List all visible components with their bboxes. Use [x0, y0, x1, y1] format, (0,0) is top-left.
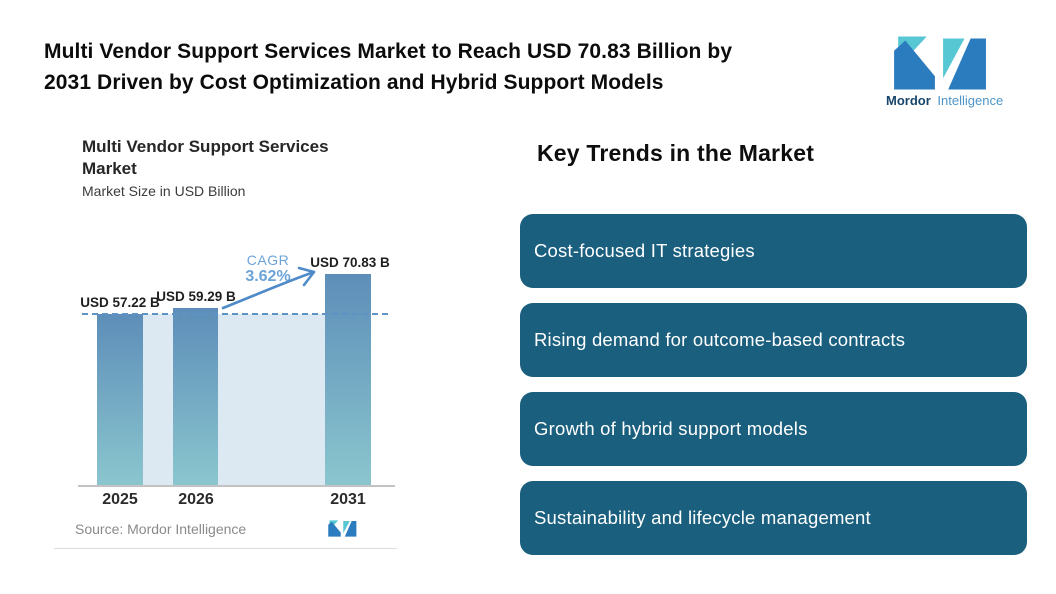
page-title-line1: Multi Vendor Support Services Market to …: [44, 40, 733, 63]
mordor-intelligence-logo: Mordor Intelligence: [886, 36, 1003, 108]
chart-title-line2: Market: [82, 159, 137, 178]
value-label-2031: USD 70.83 B: [310, 254, 390, 270]
bar-2026: [173, 308, 218, 486]
x-axis-line: [78, 485, 395, 487]
cagr-annotation: CAGR 3.62%: [230, 252, 306, 286]
trend-item-outcome-contracts: Rising demand for outcome-based contract…: [520, 303, 1027, 377]
chart-subtitle: Market Size in USD Billion: [82, 183, 246, 199]
chart-title-line1: Multi Vendor Support Services: [82, 137, 329, 156]
key-trends-heading: Key Trends in the Market: [537, 140, 815, 166]
value-label-2025: USD 57.22 B: [80, 295, 160, 311]
mi-logo-icon: [886, 36, 992, 90]
chart-source: Source: Mordor Intelligence: [75, 521, 247, 537]
brand-name-light: Intelligence: [937, 93, 1004, 108]
x-tick-2025: 2025: [102, 491, 138, 508]
trend-item-cost-focused: Cost-focused IT strategies: [520, 214, 1027, 288]
page-title-line2: 2031 Driven by Cost Optimization and Hyb…: [44, 71, 664, 94]
cagr-value: 3.62%: [245, 268, 291, 285]
x-tick-2026: 2026: [178, 491, 214, 508]
chart-header: Multi Vendor Support Services Market Mar…: [82, 136, 329, 199]
trend-item-sustainability: Sustainability and lifecycle management: [520, 481, 1027, 555]
bar-2031: [325, 273, 371, 486]
bar-2025: [97, 314, 143, 486]
chart-title: Multi Vendor Support Services Market: [82, 136, 329, 180]
trend-item-hybrid-models: Growth of hybrid support models: [520, 392, 1027, 466]
baseline-dashed-line: [82, 313, 388, 316]
page-title: Multi Vendor Support Services Market to …: [44, 36, 874, 98]
value-label-2026: USD 59.29 B: [156, 289, 236, 305]
growth-arrow-icon: [213, 260, 328, 320]
brand-name: Mordor Intelligence: [886, 93, 1003, 108]
brand-name-bold: Mordor: [886, 93, 931, 108]
mi-logo-small-icon: [327, 520, 357, 542]
cagr-label: CAGR: [246, 252, 290, 268]
chart-card-bottom-border: [54, 548, 397, 549]
x-tick-2031: 2031: [330, 491, 366, 508]
